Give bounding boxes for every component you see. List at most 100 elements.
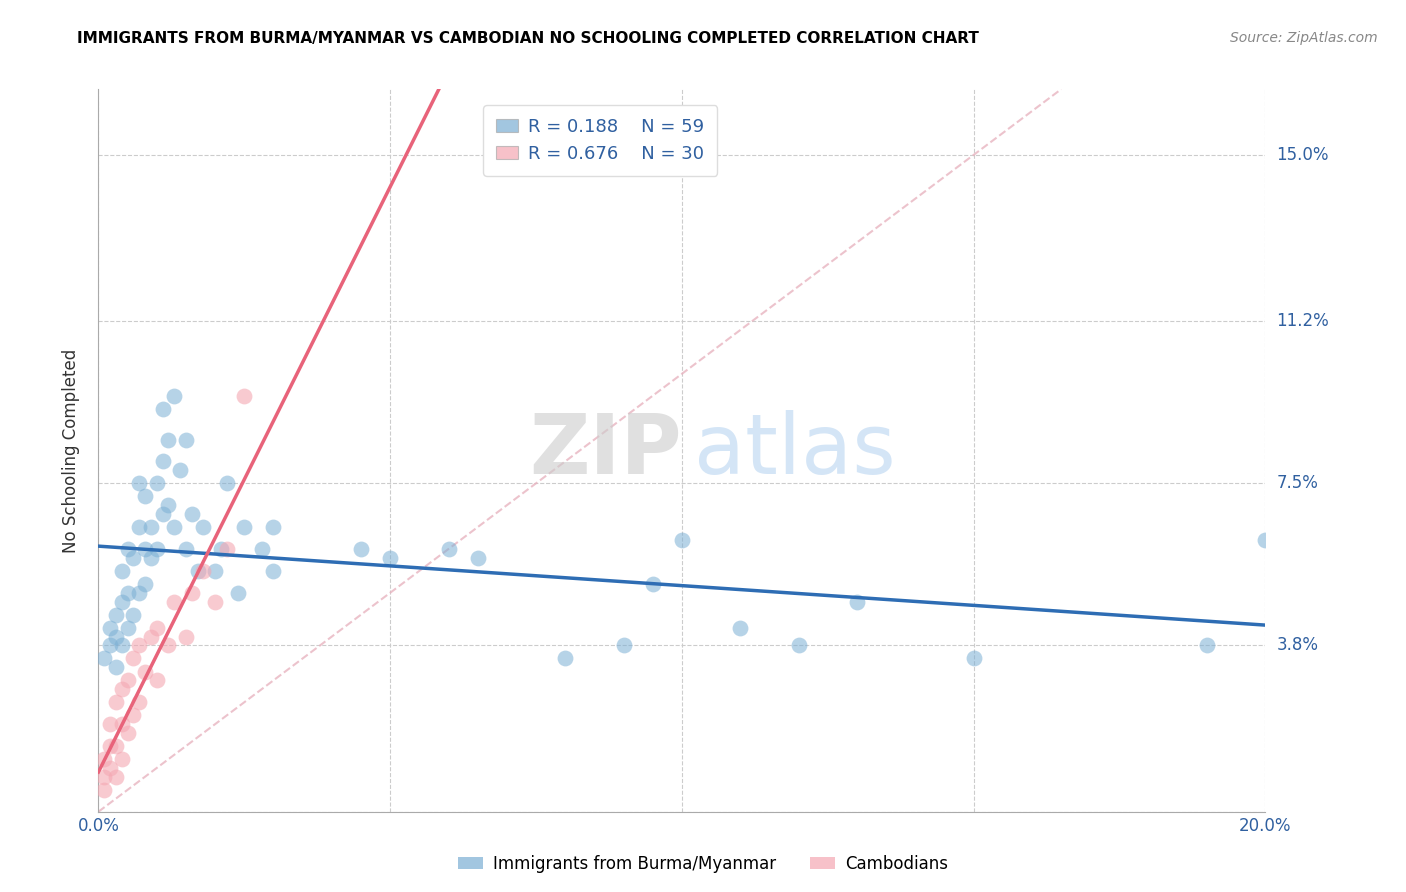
Point xyxy=(104,695,127,709)
Point xyxy=(730,621,752,635)
Point xyxy=(104,770,127,784)
Point xyxy=(117,586,139,600)
Point xyxy=(1195,638,1218,652)
Point xyxy=(169,463,191,477)
Point xyxy=(174,630,197,644)
Text: IMMIGRANTS FROM BURMA/MYANMAR VS CAMBODIAN NO SCHOOLING COMPLETED CORRELATION CH: IMMIGRANTS FROM BURMA/MYANMAR VS CAMBODI… xyxy=(77,31,979,46)
Point xyxy=(111,682,134,697)
Point xyxy=(93,752,115,766)
Point xyxy=(134,665,156,679)
Point xyxy=(93,782,115,797)
Point xyxy=(193,564,215,578)
Point xyxy=(262,520,284,534)
Point xyxy=(111,564,134,578)
Point xyxy=(128,638,150,652)
Point xyxy=(146,621,169,635)
Point xyxy=(146,476,169,491)
Point xyxy=(233,389,256,403)
Point xyxy=(128,586,150,600)
Point xyxy=(163,389,186,403)
Point xyxy=(122,550,145,565)
Point xyxy=(134,541,156,556)
Point xyxy=(209,541,232,556)
Point xyxy=(467,550,489,565)
Point xyxy=(104,607,127,622)
Point xyxy=(128,695,150,709)
Point xyxy=(134,490,156,504)
Point xyxy=(787,638,810,652)
Point xyxy=(122,708,145,723)
Point xyxy=(139,520,162,534)
Point xyxy=(117,621,139,635)
Point xyxy=(671,533,693,548)
Point xyxy=(846,594,869,608)
Point xyxy=(437,541,460,556)
Point xyxy=(228,586,250,600)
Point xyxy=(98,717,121,731)
Point xyxy=(612,638,634,652)
Point xyxy=(554,651,576,665)
Point xyxy=(98,739,121,753)
Point xyxy=(1254,533,1277,548)
Point xyxy=(111,638,134,652)
Point xyxy=(139,550,162,565)
Legend: R = 0.188    N = 59, R = 0.676    N = 30: R = 0.188 N = 59, R = 0.676 N = 30 xyxy=(484,105,717,176)
Point xyxy=(262,564,284,578)
Point xyxy=(146,541,169,556)
Point xyxy=(174,433,197,447)
Point xyxy=(146,673,169,688)
Text: 7.5%: 7.5% xyxy=(1277,475,1319,492)
Point xyxy=(104,739,127,753)
Point xyxy=(193,520,215,534)
Point xyxy=(380,550,402,565)
Point xyxy=(98,761,121,775)
Point xyxy=(104,660,127,674)
Point xyxy=(122,651,145,665)
Point xyxy=(152,401,174,416)
Point xyxy=(180,586,202,600)
Y-axis label: No Schooling Completed: No Schooling Completed xyxy=(62,349,80,552)
Point xyxy=(215,541,238,556)
Point xyxy=(962,651,984,665)
Text: 15.0%: 15.0% xyxy=(1277,146,1329,164)
Point xyxy=(98,621,121,635)
Point xyxy=(93,651,115,665)
Point xyxy=(128,520,150,534)
Legend: Immigrants from Burma/Myanmar, Cambodians: Immigrants from Burma/Myanmar, Cambodian… xyxy=(451,848,955,880)
Point xyxy=(111,717,134,731)
Point xyxy=(93,770,115,784)
Point xyxy=(350,541,373,556)
Point xyxy=(641,577,664,591)
Point xyxy=(117,726,139,740)
Point xyxy=(174,541,197,556)
Text: atlas: atlas xyxy=(693,410,896,491)
Text: ZIP: ZIP xyxy=(530,410,682,491)
Point xyxy=(152,454,174,468)
Point xyxy=(152,507,174,521)
Point xyxy=(204,594,226,608)
Point xyxy=(134,577,156,591)
Point xyxy=(157,638,180,652)
Point xyxy=(117,673,139,688)
Point xyxy=(187,564,209,578)
Text: 3.8%: 3.8% xyxy=(1277,636,1319,655)
Point xyxy=(111,594,134,608)
Point xyxy=(122,607,145,622)
Point xyxy=(111,752,134,766)
Point xyxy=(128,476,150,491)
Point xyxy=(215,476,238,491)
Point xyxy=(157,433,180,447)
Point xyxy=(117,541,139,556)
Point xyxy=(204,564,226,578)
Point xyxy=(163,520,186,534)
Point xyxy=(104,630,127,644)
Text: 11.2%: 11.2% xyxy=(1277,312,1329,330)
Point xyxy=(98,638,121,652)
Point xyxy=(233,520,256,534)
Text: Source: ZipAtlas.com: Source: ZipAtlas.com xyxy=(1230,31,1378,45)
Point xyxy=(250,541,273,556)
Point xyxy=(157,498,180,512)
Point xyxy=(180,507,202,521)
Point xyxy=(139,630,162,644)
Point xyxy=(163,594,186,608)
